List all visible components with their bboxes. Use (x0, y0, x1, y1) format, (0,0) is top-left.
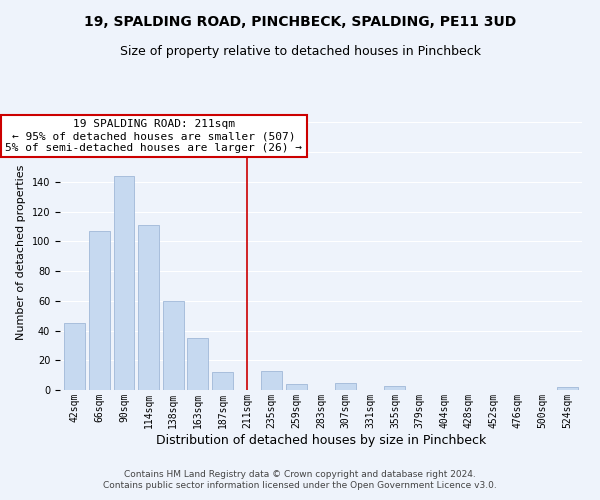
Text: Contains public sector information licensed under the Open Government Licence v3: Contains public sector information licen… (103, 481, 497, 490)
Bar (557, 387, 578, 390)
Bar (335, 382, 356, 390)
Text: Contains HM Land Registry data © Crown copyright and database right 2024.: Contains HM Land Registry data © Crown c… (124, 470, 476, 479)
Bar (187, 338, 208, 390)
Bar (138, 225, 159, 390)
Bar (163, 301, 184, 390)
Bar (385, 386, 406, 390)
Bar (89, 231, 110, 390)
Bar (286, 384, 307, 390)
Bar (261, 370, 282, 390)
Text: 19 SPALDING ROAD: 211sqm
← 95% of detached houses are smaller (507)
5% of semi-d: 19 SPALDING ROAD: 211sqm ← 95% of detach… (5, 120, 302, 152)
X-axis label: Distribution of detached houses by size in Pinchbeck: Distribution of detached houses by size … (156, 434, 486, 446)
Bar (113, 176, 134, 390)
Bar (64, 323, 85, 390)
Text: 19, SPALDING ROAD, PINCHBECK, SPALDING, PE11 3UD: 19, SPALDING ROAD, PINCHBECK, SPALDING, … (84, 15, 516, 29)
Bar (212, 372, 233, 390)
Text: Size of property relative to detached houses in Pinchbeck: Size of property relative to detached ho… (119, 45, 481, 58)
Y-axis label: Number of detached properties: Number of detached properties (16, 165, 26, 340)
